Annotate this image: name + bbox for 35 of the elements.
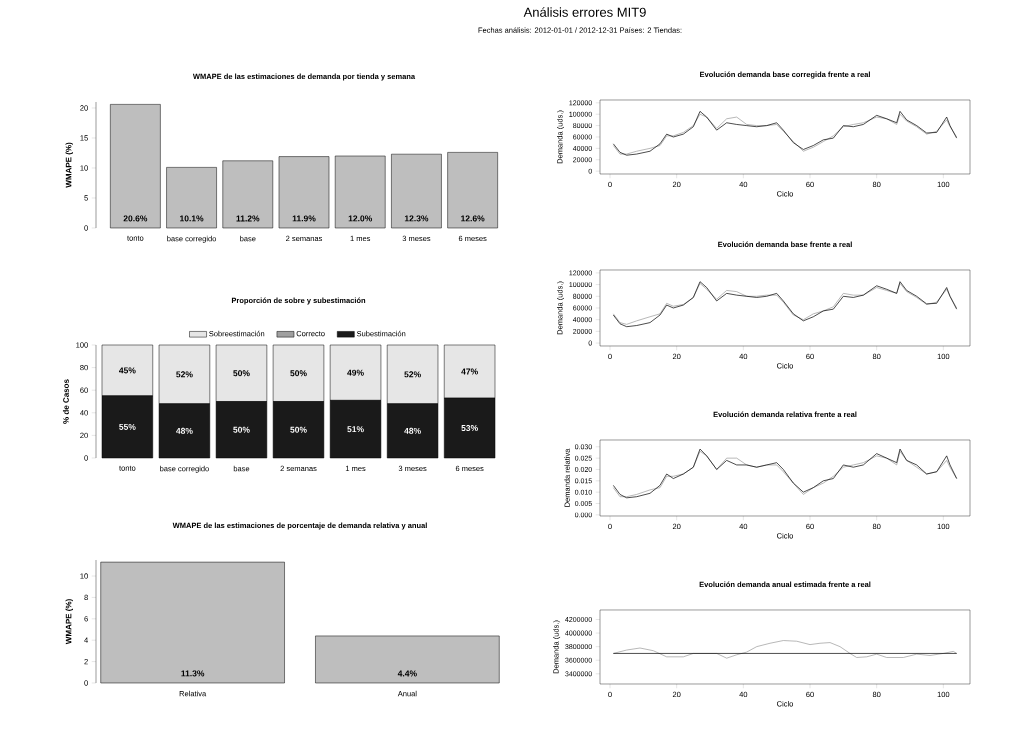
data-label: 50%: [233, 426, 250, 433]
bar: [222, 160, 274, 229]
y-axis-title: WMAPE (%): [65, 599, 73, 645]
bar: [110, 104, 161, 229]
bar: [447, 152, 498, 229]
data-label: 48%: [176, 427, 193, 434]
data-label: 4.4%: [397, 670, 417, 677]
data-label: 47%: [461, 368, 478, 375]
data-label: 20.6%: [123, 215, 148, 222]
bar: [166, 167, 217, 229]
data-label: 55%: [119, 423, 136, 430]
y-axis-title: % de Casos: [62, 379, 69, 424]
data-label: 50%: [233, 370, 250, 377]
data-label: 45%: [119, 367, 136, 374]
data-label: 52%: [404, 371, 421, 378]
data-label: 50%: [290, 426, 307, 433]
line-series: [612, 640, 958, 659]
bar: [278, 156, 330, 229]
data-label: 10.1%: [180, 215, 204, 222]
data-label: 48%: [404, 427, 421, 434]
data-label: 52%: [176, 371, 193, 378]
data-label: 12.3%: [404, 215, 429, 222]
bar: [391, 153, 442, 229]
data-label: 12.6%: [461, 215, 485, 222]
data-label: 11.9%: [292, 215, 316, 222]
data-label: 12.0%: [348, 215, 373, 222]
y-axis-title: WMAPE (%): [65, 142, 73, 188]
data-label: 50%: [290, 370, 307, 377]
data-label: 11.2%: [236, 215, 260, 222]
data-label: 51%: [347, 426, 364, 433]
data-label: 49%: [347, 369, 364, 376]
bar: [334, 155, 386, 229]
data-label: 53%: [461, 425, 478, 432]
data-label: 11.3%: [181, 670, 205, 677]
text: Análisis errores MIT9: [523, 7, 646, 17]
